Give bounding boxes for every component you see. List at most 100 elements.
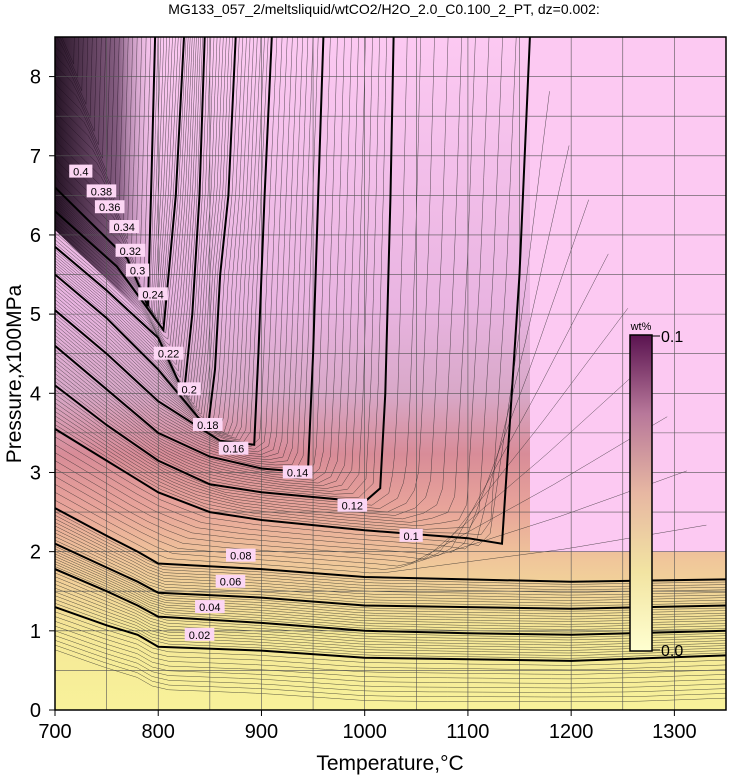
contour-label: 0.4 [73,167,88,179]
contour-line-0.04 [55,568,726,636]
thin-contour-line [55,253,609,557]
contour-label: 0.38 [91,186,112,198]
thin-contour-line [55,37,203,385]
contour-line-0.14 [55,37,325,474]
thin-contour-line [55,587,726,649]
contour-label: 0.08 [230,551,251,563]
thin-contour-line [55,37,366,489]
thin-contour-line [55,37,345,481]
y-tick-label: 8 [30,67,41,89]
thin-contour-line [55,595,726,654]
contour-label-bg [399,528,423,542]
thin-contour-line [55,603,726,659]
thin-contour-line [55,37,304,461]
contour-line-0.1 [55,37,531,545]
thin-contour-line [55,640,726,693]
contour-label-bg [192,417,223,431]
thin-contour-line [55,37,227,415]
y-tick-label: 7 [30,146,41,168]
thin-contour-line [55,37,199,372]
thin-contour-line [55,37,408,506]
x-tick-label: 1000 [342,721,387,743]
contour-label-bg [282,465,313,479]
contour-label-bg [115,243,146,257]
contour-line-0.18 [55,37,237,432]
colorbar-max-label: 0.1 [661,329,683,346]
colorbar-box [629,334,653,652]
plot-frame [54,36,727,711]
contour-line-0.12 [55,37,395,503]
contour-label-bg [177,382,201,396]
thin-contour-line [55,580,726,643]
contour-line-0.22 [55,37,185,333]
thin-contour-line [55,37,476,523]
contour-label: 0.2 [182,384,197,396]
contour-label: 0.14 [287,467,308,479]
contour-label: 0.18 [197,420,218,432]
thin-contour-line [55,37,359,487]
contour-labels: 0.40.38 0.36 0.34 0.32 0.3 0.24 0.22 0.2 0.18 0.1… [69,164,423,642]
thin-contour-line [55,37,319,469]
thin-contour-line [55,525,726,596]
contour-line-0.24 [55,37,157,307]
thin-contour-line [55,536,726,604]
contour-label: 0.06 [220,577,241,589]
thin-contour-line [55,649,726,702]
thin-contour-line [55,37,218,405]
contour-label: 0.22 [158,349,179,361]
contour-label-bg [125,263,150,277]
contour-label: 0.3 [130,266,145,278]
thin-contour-line [55,548,726,615]
y-axis-ticks: 0 1 2 3 4 5 6 7 8 [30,67,55,722]
contour-label: 0.24 [142,289,163,301]
thin-contour-line [55,37,517,535]
thin-contour-line [55,37,221,409]
thin-contour-line [55,630,726,684]
thin-contour-line [55,37,212,398]
thin-contour-line [55,37,490,527]
contour-line-0.02 [55,606,726,662]
contour-label-bg [218,441,249,455]
thin-contour-line [55,37,265,441]
contour-line-0.06 [55,542,726,610]
thin-contour-line [55,37,422,509]
x-tick-label: 700 [38,721,71,743]
y-axis-label: Pressure,x100MPa [3,284,26,463]
thin-contour-line [55,599,726,656]
colorbar-min-label: 0.0 [661,643,683,660]
thin-contour-line [55,518,726,590]
thin-contour-line [55,37,269,443]
thin-contour-line [55,37,254,435]
thin-contour-line [55,37,283,450]
thin-contour-line [55,37,240,427]
thin-contour-line [55,37,373,492]
contour-label: 0.16 [223,444,244,456]
x-axis-label: Temperature,°C [316,752,463,775]
contour-label-bg [215,574,246,588]
contour-label: 0.02 [189,630,210,642]
thin-contour-line [55,91,550,546]
thin-contour-line [55,416,668,567]
thin-contour-line [55,37,230,419]
contour-label-bg [226,548,256,562]
thin-contour-line [55,616,726,671]
thin-contour-line [55,522,726,593]
thin-contour-line [55,37,247,431]
thin-contour-line [55,625,726,680]
contour-label: 0.36 [99,202,120,214]
thin-contour-line [55,621,726,675]
thin-contour-line [55,556,726,622]
thin-contour-line [55,37,352,484]
thin-contour-line [55,514,726,588]
x-tick-label: 900 [245,721,278,743]
y-tick-label: 2 [30,542,41,564]
x-tick-label: 1300 [652,721,697,743]
thin-contour-line [55,37,331,475]
colorbar: wt% 0.1 0.0 [629,321,683,660]
contour-label: 0.34 [113,222,134,234]
thin-contour-line [55,37,380,495]
x-tick-label: 1200 [549,721,594,743]
thin-contour-line [55,145,570,550]
thin-contour-line [55,37,462,520]
